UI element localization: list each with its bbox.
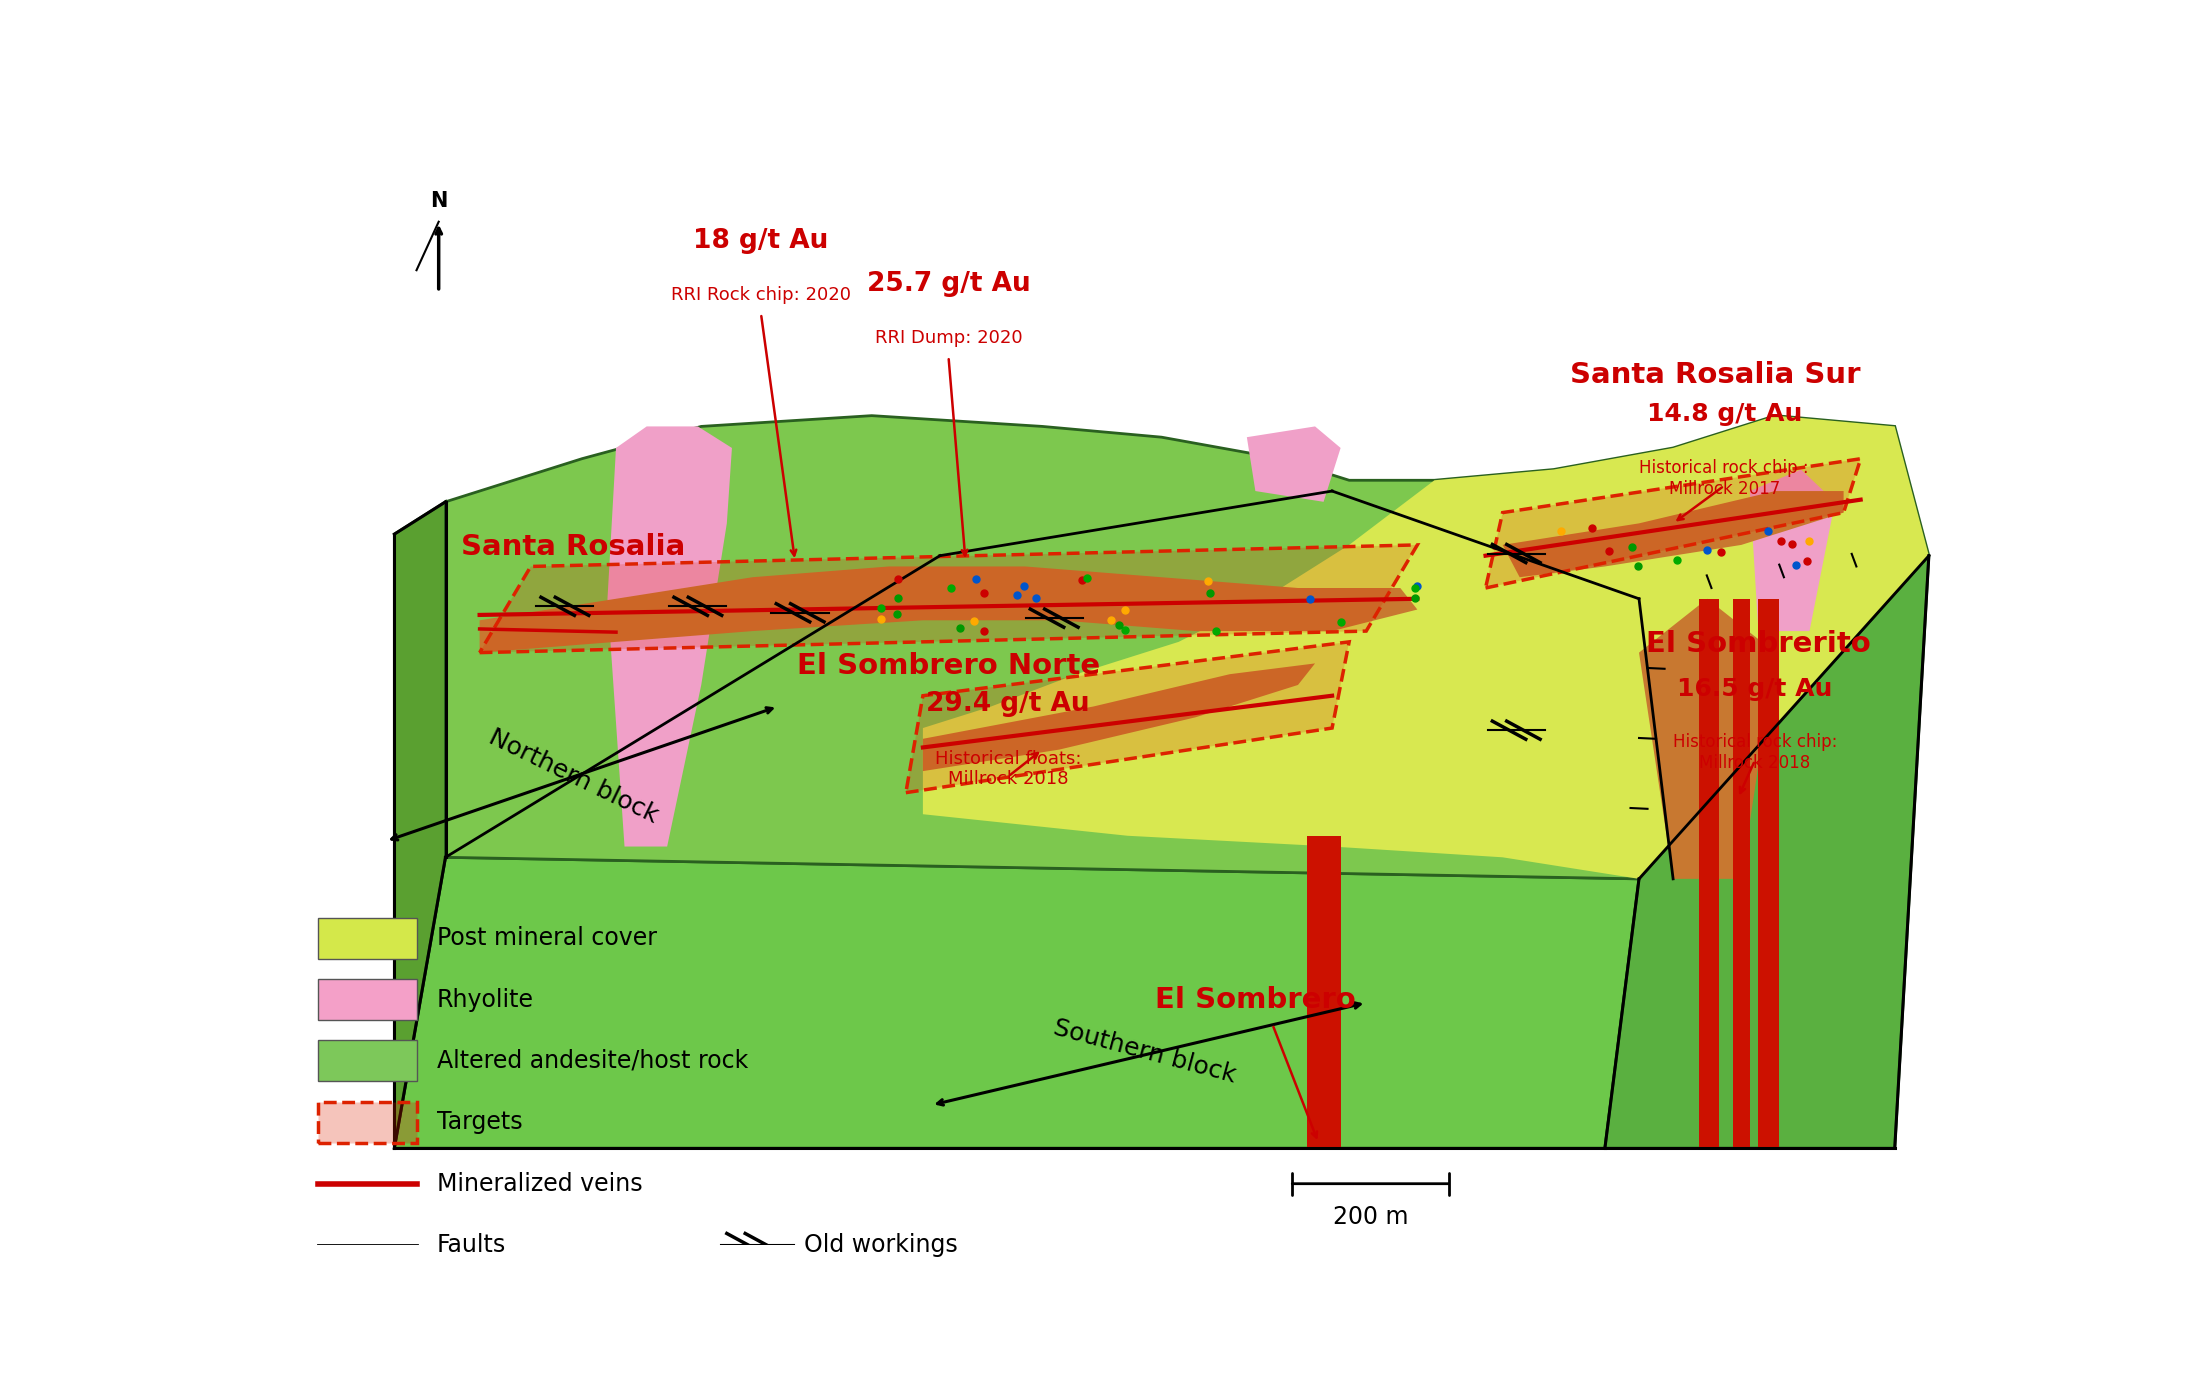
- Text: 18 g/t Au: 18 g/t Au: [693, 228, 829, 255]
- Text: 16.5 g/t Au: 16.5 g/t Au: [1676, 677, 1833, 701]
- Text: RRI Rock chip: 2020: RRI Rock chip: 2020: [671, 287, 851, 305]
- Text: Historical rock chip:
Millrock 2018: Historical rock chip: Millrock 2018: [1672, 733, 1837, 772]
- Text: Rhyolite: Rhyolite: [438, 988, 535, 1011]
- Text: Mineralized veins: Mineralized veins: [438, 1172, 642, 1196]
- Text: Targets: Targets: [438, 1111, 524, 1135]
- Text: 200 m: 200 m: [1333, 1206, 1408, 1230]
- Polygon shape: [906, 642, 1349, 793]
- Text: Southern block: Southern block: [1052, 1016, 1239, 1087]
- Text: Post mineral cover: Post mineral cover: [438, 926, 658, 950]
- Polygon shape: [1503, 491, 1844, 578]
- Text: 25.7 g/t Au: 25.7 g/t Au: [867, 271, 1030, 297]
- Polygon shape: [1485, 459, 1861, 588]
- Text: RRI Dump: 2020: RRI Dump: 2020: [876, 330, 1023, 347]
- Polygon shape: [1307, 835, 1340, 1149]
- Text: Historical rock chip :
Millrock 2017: Historical rock chip : Millrock 2017: [1639, 459, 1808, 498]
- Text: 29.4 g/t Au: 29.4 g/t Au: [926, 691, 1089, 718]
- Polygon shape: [444, 416, 1929, 879]
- Text: Northern block: Northern block: [484, 725, 662, 828]
- Polygon shape: [1247, 427, 1340, 502]
- Polygon shape: [1698, 599, 1718, 1149]
- FancyBboxPatch shape: [317, 918, 416, 958]
- Text: Altered andesite/host rock: Altered andesite/host rock: [438, 1049, 748, 1073]
- Text: N: N: [429, 192, 447, 211]
- Polygon shape: [394, 502, 444, 1149]
- FancyBboxPatch shape: [317, 1102, 416, 1143]
- Polygon shape: [924, 416, 1929, 879]
- Text: Santa Rosalia: Santa Rosalia: [462, 533, 686, 561]
- FancyBboxPatch shape: [317, 979, 416, 1020]
- Polygon shape: [1749, 470, 1835, 631]
- Polygon shape: [1606, 555, 1929, 1149]
- Text: 14.8 g/t Au: 14.8 g/t Au: [1646, 403, 1802, 427]
- Text: Historical floats:
Millrock 2018: Historical floats: Millrock 2018: [935, 750, 1082, 789]
- Polygon shape: [1639, 599, 1775, 879]
- Polygon shape: [480, 544, 1417, 652]
- Polygon shape: [1734, 599, 1749, 1149]
- Text: Old workings: Old workings: [803, 1233, 957, 1258]
- Polygon shape: [607, 427, 733, 846]
- Text: Faults: Faults: [438, 1233, 506, 1258]
- Polygon shape: [1758, 599, 1780, 1149]
- Text: El Sombrerito: El Sombrerito: [1646, 630, 1870, 658]
- Text: El Sombrero Norte: El Sombrero Norte: [796, 652, 1100, 680]
- Text: Santa Rosalia Sur: Santa Rosalia Sur: [1571, 361, 1861, 389]
- Text: El Sombrero: El Sombrero: [1155, 985, 1355, 1013]
- FancyBboxPatch shape: [317, 1041, 416, 1081]
- Polygon shape: [480, 567, 1417, 652]
- Polygon shape: [394, 858, 1639, 1149]
- Polygon shape: [924, 663, 1316, 771]
